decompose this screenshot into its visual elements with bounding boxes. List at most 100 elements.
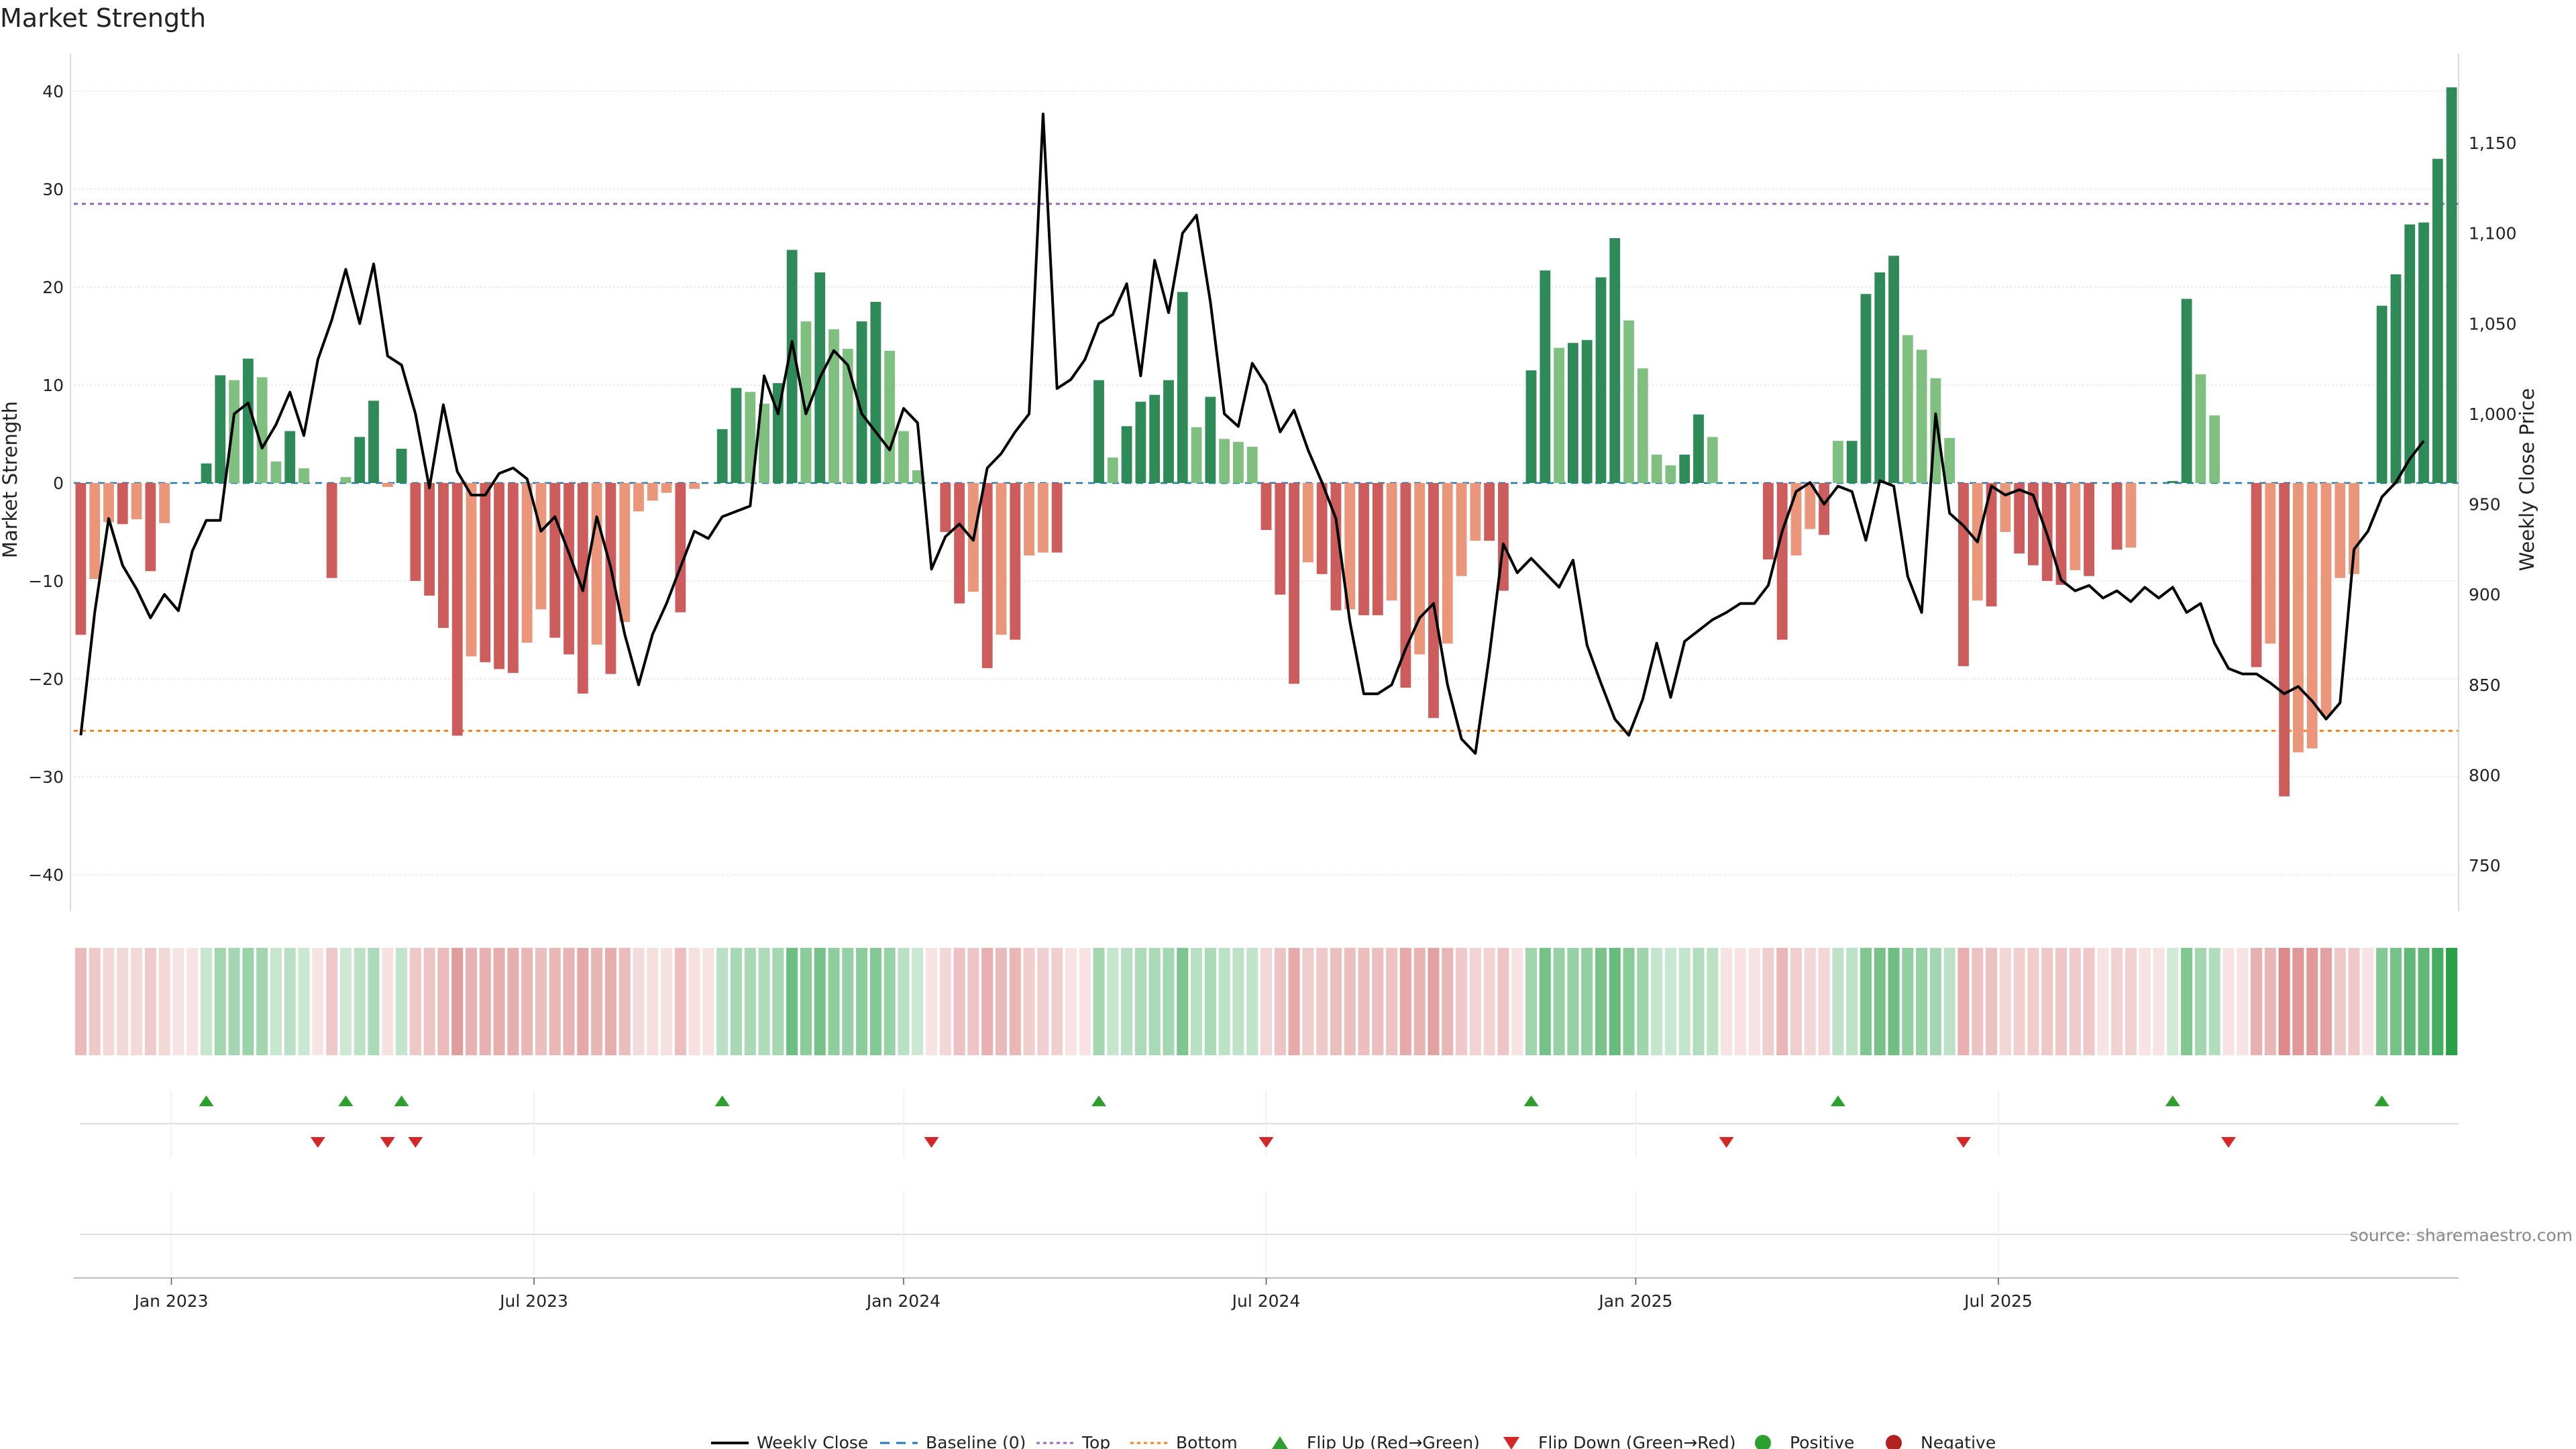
- heat-cell: [437, 948, 449, 1055]
- heat-cell: [1260, 948, 1273, 1055]
- heat-cell: [2041, 948, 2053, 1055]
- strength-bar: [716, 429, 728, 483]
- heat-cell: [1344, 948, 1356, 1055]
- strength-bar: [284, 431, 296, 483]
- strength-bar: [1609, 238, 1621, 483]
- heat-cell: [604, 948, 616, 1055]
- strength-bar: [1442, 483, 1453, 644]
- heat-cell: [2139, 948, 2151, 1055]
- strength-bar: [1623, 320, 1634, 483]
- heat-cell: [2404, 948, 2416, 1055]
- flip-up-marker: [1091, 1095, 1107, 1106]
- heat-cell: [256, 948, 268, 1055]
- legend-item: Weekly Close: [711, 1433, 868, 1449]
- heat-cell: [493, 948, 505, 1055]
- heat-cell: [2055, 948, 2068, 1055]
- heat-cell: [1218, 948, 1230, 1055]
- y-axis-label-left: Market Strength: [0, 401, 21, 558]
- heat-cell: [619, 948, 631, 1055]
- strength-bar: [591, 483, 602, 645]
- heat-cell: [633, 948, 645, 1055]
- heat-cell: [200, 948, 213, 1055]
- heat-cell: [1929, 948, 1941, 1055]
- heat-cell: [423, 948, 435, 1055]
- legend-label: Flip Down (Green→Red): [1538, 1433, 1736, 1449]
- strength-bar: [1902, 335, 1913, 483]
- heat-cell: [1358, 948, 1370, 1055]
- strength-bar: [1525, 370, 1537, 483]
- x-tick-label: Jul 2023: [498, 1291, 568, 1311]
- strength-bar: [1177, 292, 1188, 483]
- strength-bar: [1205, 396, 1216, 483]
- x-tick-label: Jan 2024: [865, 1291, 941, 1311]
- strength-bar: [1693, 414, 1704, 483]
- flip-up-marker: [338, 1095, 354, 1106]
- strength-bar: [1414, 483, 1426, 655]
- heat-cell: [1776, 948, 1788, 1055]
- heat-cell: [409, 948, 421, 1055]
- heat-cell: [1232, 948, 1244, 1055]
- heat-cell: [131, 948, 143, 1055]
- heat-cell: [284, 948, 296, 1055]
- strength-bar: [786, 250, 798, 483]
- flip-up-marker: [394, 1095, 409, 1106]
- strength-bar: [1846, 441, 1858, 483]
- heat-cell: [1399, 948, 1411, 1055]
- strength-bar: [1679, 454, 1690, 483]
- flip-down-marker: [1955, 1137, 1971, 1148]
- strength-bar: [354, 437, 366, 483]
- heat-cell: [688, 948, 700, 1055]
- heat-cell: [2194, 948, 2206, 1055]
- heat-cell: [2125, 948, 2137, 1055]
- heat-cell: [1330, 948, 1342, 1055]
- strength-bar: [1289, 483, 1299, 684]
- strength-bar: [898, 431, 909, 483]
- heat-cell: [2013, 948, 2025, 1055]
- legend: Weekly Close Baseline (0) Top Bottom Flip Up…: [711, 1433, 1996, 1449]
- heat-cell: [1999, 948, 2011, 1055]
- right-tick-label: 750: [2469, 856, 2501, 875]
- strength-bar: [229, 380, 239, 483]
- heat-cell: [856, 948, 868, 1055]
- strength-bar: [1874, 272, 1886, 483]
- heat-cell: [2446, 948, 2458, 1055]
- heat-cell: [661, 948, 673, 1055]
- strength-bar: [2293, 483, 2304, 753]
- strength-bar: [2084, 483, 2094, 576]
- heat-cell: [1902, 948, 1914, 1055]
- heat-cell: [382, 948, 394, 1055]
- heat-cell: [758, 948, 770, 1055]
- strength-bar: [2320, 483, 2332, 716]
- strength-bar: [1372, 483, 1383, 616]
- x-axis: Jan 2023 Jul 2023 Jan 2024 Jul 2024 Jan 2025…: [74, 1277, 2459, 1311]
- strength-bar: [2014, 483, 2025, 554]
- heat-cell: [1442, 948, 1454, 1055]
- heat-cell: [1678, 948, 1690, 1055]
- strength-bar: [954, 483, 965, 604]
- heat-cell: [1246, 948, 1258, 1055]
- strength-bar: [1595, 277, 1607, 483]
- source-credit: source: sharemaestro.com: [2350, 1226, 2573, 1245]
- heat-cell: [1372, 948, 1384, 1055]
- heat-cell: [926, 948, 938, 1055]
- strength-bar: [2265, 483, 2276, 644]
- heat-cell: [814, 948, 826, 1055]
- heat-cell: [1972, 948, 1984, 1055]
- strength-bar: [2209, 415, 2220, 483]
- strength-bar: [2125, 483, 2137, 548]
- strength-bar: [2404, 224, 2416, 483]
- heat-cell: [1274, 948, 1286, 1055]
- strength-bar: [451, 483, 463, 736]
- right-tick-label: 900: [2469, 585, 2501, 604]
- heat-cell: [842, 948, 854, 1055]
- heat-cell: [2027, 948, 2039, 1055]
- heat-cell: [2111, 948, 2123, 1055]
- heat-cell: [1483, 948, 1495, 1055]
- strength-bar: [1149, 394, 1161, 483]
- strength-bar: [326, 483, 337, 578]
- heat-cell: [1609, 948, 1621, 1055]
- strength-bar: [1832, 441, 1843, 483]
- heat-cell: [298, 948, 310, 1055]
- heat-cell: [368, 948, 380, 1055]
- strength-bar: [1024, 483, 1034, 556]
